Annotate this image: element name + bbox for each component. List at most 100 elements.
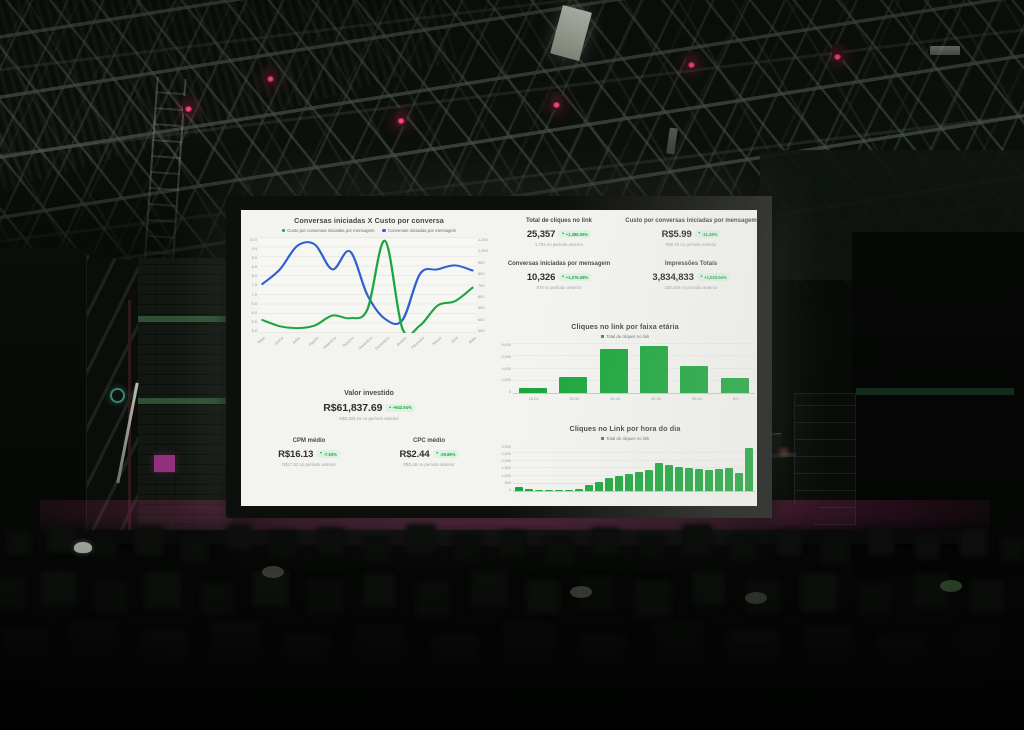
bar: [735, 473, 743, 491]
kpi-value: R$2.44: [399, 448, 430, 460]
delta-value: +1,033.04%: [704, 274, 727, 280]
axis-tick: 8,000: [501, 343, 511, 347]
kpi-grid: Total de cliques no link 25,357 ▲ +1,388.…: [493, 218, 757, 290]
left-axis-ticks: 10.0 9.5 9.0 8.5 8.0 7.5 7.0 6.5 6.0 5.5 5.0: [245, 237, 259, 333]
kpi-value: 3,834,833: [652, 271, 694, 283]
kpi-title: Custo por conversas iniciadas por mensag…: [625, 218, 757, 224]
hour-chart-legend: Total de cliques no link: [495, 436, 755, 441]
green-square-icon: [600, 334, 605, 339]
kpi-previous: R$5,929.16 no período anterior: [339, 416, 399, 422]
axis-tick: Abril: [450, 336, 459, 345]
delta-value: -11.26%: [702, 231, 718, 237]
audience-heads-row: [0, 500, 2, 502]
analytics-dashboard: Conversas iniciadas X Custo por conversa…: [241, 210, 757, 506]
projection-screen: Conversas iniciadas X Custo por conversa…: [226, 196, 772, 518]
axis-tick: 300: [478, 328, 485, 333]
delta-badge: ▼ -7.93%: [316, 450, 340, 458]
axis-tick: Agosto: [307, 336, 320, 347]
hair-highlight: [262, 566, 284, 578]
axis-tick: Março: [431, 336, 442, 347]
green-beam: [138, 316, 232, 322]
age-categories: 18-24 25-34 35-44 45-54 55-64 65+: [513, 396, 755, 401]
axis-tick: 800: [478, 271, 485, 277]
legend-item: Total de cliques no link: [600, 334, 649, 339]
bar: [555, 489, 563, 491]
kpi-impressoes-totais: Impressões Totais 3,834,833 ▲ +1,033.04% …: [625, 261, 757, 290]
axis-tick: 2,500: [501, 452, 511, 457]
bar: [685, 468, 693, 491]
legend-item-conversations: Conversas iniciadas por mensagem: [382, 228, 456, 233]
delta-value: +1,388.06%: [565, 231, 589, 237]
stage-light-icon: [265, 66, 276, 84]
bar: [615, 475, 623, 491]
delta-badge: ▼ -11.26%: [694, 230, 721, 238]
kpi-value: 25,357: [526, 228, 556, 240]
delta-badge: ▲ +1,388.06%: [558, 230, 592, 238]
kpi-value: R$16.13: [278, 448, 314, 460]
bar: [680, 365, 709, 393]
axis-tick: Maio: [467, 336, 477, 345]
age-bar-chart: Cliques no link por faixa etária Total d…: [495, 322, 755, 401]
axis-tick: 9.0: [251, 255, 257, 261]
kpi-previous: R$6.75 no período anterior: [665, 242, 717, 247]
dashboard-right-column: Total de cliques no link 25,357 ▲ +1,388.…: [493, 210, 757, 506]
axis-tick: 4,000: [501, 366, 511, 371]
delta-badge: ▲ +942.94%: [385, 403, 415, 412]
hour-plot-row: 3,000 2,500 2,000 1,500 1,000 500 0: [495, 445, 755, 492]
bar: [525, 489, 533, 491]
axis-tick: Julho: [292, 336, 302, 346]
legend-label: Conversas iniciadas por mensagem: [388, 228, 457, 233]
kpi-previous: R$17.52 no período anterior: [282, 462, 336, 467]
delta-badge: ▲ +1,076.08%: [558, 273, 592, 281]
kpi-cpc-medio: CPC médio R$2.44 ▼ -29.89% R$3.48 no perí…: [371, 438, 487, 467]
legend-item-cost: Custo por conversas iniciadas por mensag…: [281, 228, 375, 233]
axis-tick: 700: [478, 282, 485, 288]
green-hair-highlight: [940, 580, 962, 592]
kpi-title: Impressões Totais: [664, 261, 718, 267]
kpi-title: Total de cliques no link: [526, 218, 592, 224]
age-bars: [513, 343, 755, 394]
bar: [575, 488, 583, 491]
category-label: 18-24: [528, 396, 539, 401]
kpi-previous: R$3.48 no período anterior: [403, 462, 455, 467]
up-arrow-icon: ▲: [561, 231, 565, 236]
bar: [625, 473, 633, 491]
bar: [645, 469, 653, 491]
axis-tick: Junho: [273, 336, 285, 346]
x-axis-ticks: Maio Junho Julho Agosto Setembro Outubro Novem…: [258, 333, 477, 351]
axis-tick: 500: [504, 480, 511, 485]
axis-tick: 500: [478, 305, 485, 311]
bar: [665, 464, 673, 491]
axis-tick: 2,000: [501, 378, 511, 383]
right-axis-ticks: 1,100 1,000 900 800 700 600 500 400 300: [476, 237, 493, 333]
ceiling-light-panel: [930, 46, 960, 55]
legend-label: Total de cliques no link: [606, 436, 650, 441]
up-arrow-icon: ▲: [561, 274, 565, 279]
axis-tick: 5.0: [251, 327, 257, 333]
category-label: 55-64: [692, 396, 702, 401]
bar: [655, 462, 663, 491]
bar: [725, 468, 733, 491]
bar: [640, 345, 669, 393]
round-light: [110, 388, 125, 403]
axis-tick: Dezembro: [374, 336, 391, 351]
down-arrow-icon: ▼: [697, 231, 702, 236]
stage-light-icon: [395, 107, 408, 127]
bar: [720, 378, 749, 393]
axis-tick: 7.0: [251, 291, 257, 297]
bar: [635, 471, 643, 491]
legend-label: Custo por conversas iniciadas por mensag…: [287, 228, 375, 233]
green-beam: [138, 398, 232, 404]
line-chart-title: Conversas iniciadas X Custo por conversa: [294, 216, 444, 225]
delta-badge: ▼ -29.89%: [432, 450, 459, 458]
axis-tick: 2,000: [501, 459, 511, 464]
axis-tick: 1,500: [501, 466, 511, 471]
delta-value: +942.94%: [392, 405, 412, 411]
axis-tick: Setembro: [322, 336, 338, 350]
plot-area: Maio Junho Julho Agosto Setembro Outubro Novem…: [258, 237, 477, 351]
axis-tick: 1,000: [478, 248, 488, 254]
green-dot-icon: [281, 228, 286, 233]
axis-tick: 8.0: [251, 273, 257, 279]
kpi-total-cliques: Total de cliques no link 25,357 ▲ +1,388.…: [493, 218, 625, 247]
magenta-poster: [154, 455, 175, 472]
